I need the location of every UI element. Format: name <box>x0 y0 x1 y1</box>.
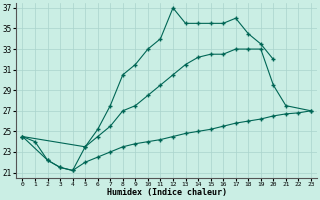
X-axis label: Humidex (Indice chaleur): Humidex (Indice chaleur) <box>107 188 227 197</box>
